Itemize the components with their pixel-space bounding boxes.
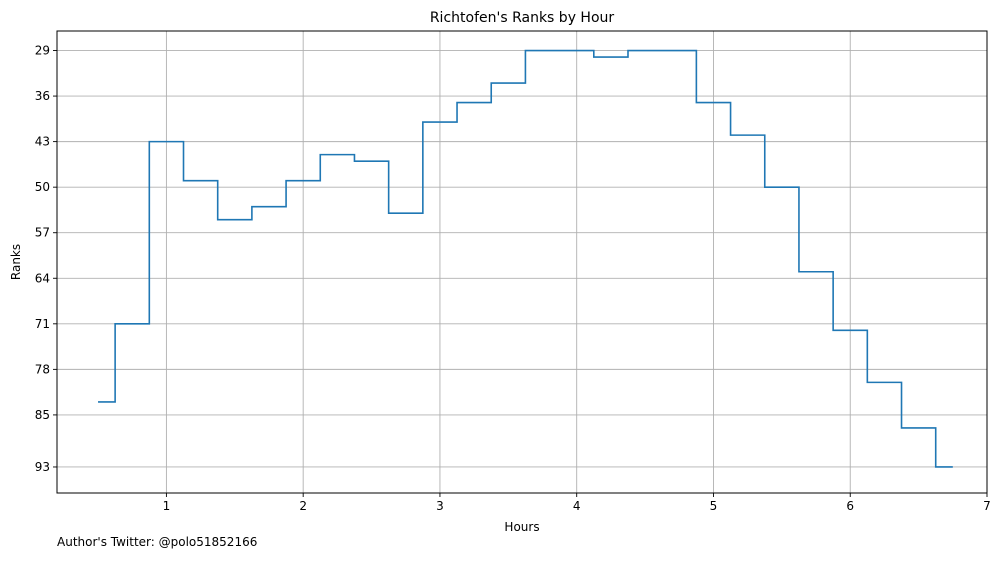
x-tick-label: 5	[710, 499, 718, 513]
y-tick-label: 85	[35, 408, 50, 422]
y-tick-label: 78	[35, 362, 50, 376]
author-credit: Author's Twitter: @polo51852166	[57, 535, 258, 549]
chart-title: Richtofen's Ranks by Hour	[430, 10, 615, 26]
y-tick-label: 93	[35, 460, 50, 474]
y-tick-label: 71	[35, 317, 50, 331]
grid	[57, 31, 988, 493]
y-tick-label: 43	[35, 135, 50, 149]
x-tick-label: 6	[846, 499, 854, 513]
y-tick-label: 57	[35, 226, 50, 240]
x-tick-label: 3	[436, 499, 444, 513]
x-tick-label: 1	[163, 499, 171, 513]
series-layer	[98, 49, 953, 468]
plot-frame	[56, 30, 988, 494]
x-axis-label: Hours	[504, 520, 539, 534]
y-tick-label: 50	[35, 180, 50, 194]
y-tick-label: 64	[35, 271, 50, 285]
x-ticks: 1 2 3 4 5 6 7	[163, 493, 991, 513]
x-tick-label: 4	[573, 499, 581, 513]
y-tick-label: 36	[35, 89, 50, 103]
rank-step-line	[98, 49, 953, 468]
x-tick-label: 7	[983, 499, 991, 513]
x-tick-label: 2	[299, 499, 307, 513]
y-axis-label: Ranks	[9, 244, 23, 280]
y-ticks: 29 36 43 50 57 64 71 78 85 93	[35, 44, 57, 474]
y-tick-label: 29	[35, 44, 50, 58]
